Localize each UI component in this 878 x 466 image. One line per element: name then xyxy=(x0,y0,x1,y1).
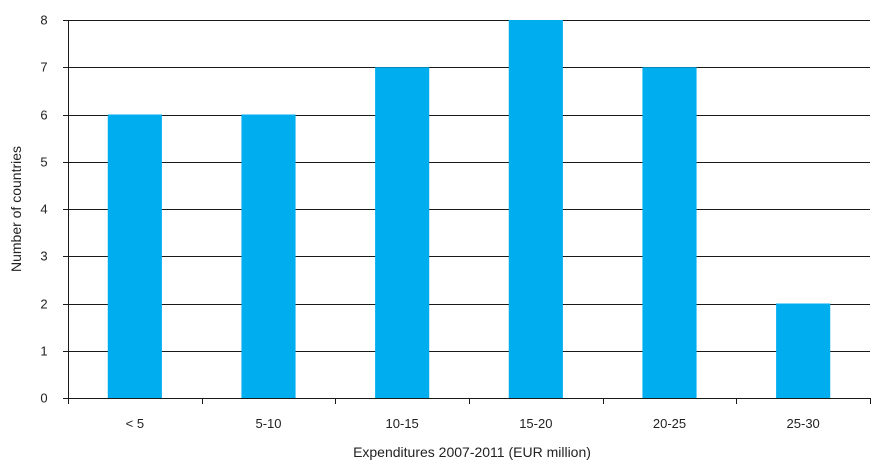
x-tick-label-3: 15-20 xyxy=(519,416,552,431)
bar-0 xyxy=(107,114,162,398)
y-tick-label-2: 2 xyxy=(40,297,47,312)
y-tick-label-3: 3 xyxy=(40,249,47,264)
bar-4 xyxy=(642,67,697,398)
bar-2 xyxy=(375,67,430,398)
gridlines xyxy=(68,20,870,352)
bar-5 xyxy=(776,303,831,398)
y-axis-title: Number of countries xyxy=(8,146,24,272)
y-tick-label-5: 5 xyxy=(40,155,47,170)
y-tick-label-8: 8 xyxy=(40,13,47,28)
y-tick-label-7: 7 xyxy=(40,60,47,75)
x-tick-label-5: 25-30 xyxy=(787,416,820,431)
x-tick-label-0: < 5 xyxy=(126,416,144,431)
x-axis-title: Expenditures 2007-2011 (EUR million) xyxy=(353,444,591,460)
y-tick-labels: 0 1 2 3 4 5 6 7 8 xyxy=(40,13,47,406)
bars xyxy=(107,20,831,398)
axes xyxy=(63,20,871,404)
bar-1 xyxy=(241,114,296,398)
x-tick-label-4: 20-25 xyxy=(653,416,686,431)
y-tick-label-4: 4 xyxy=(40,202,47,217)
x-tick-label-1: 5-10 xyxy=(255,416,281,431)
y-tick-label-1: 1 xyxy=(40,344,47,359)
y-tick-label-0: 0 xyxy=(40,391,47,406)
x-tick-labels: < 5 5-10 10-15 15-20 20-25 25-30 xyxy=(126,416,820,431)
y-tick-label-6: 6 xyxy=(40,108,47,123)
bar-3 xyxy=(508,20,563,398)
x-tick-label-2: 10-15 xyxy=(386,416,419,431)
